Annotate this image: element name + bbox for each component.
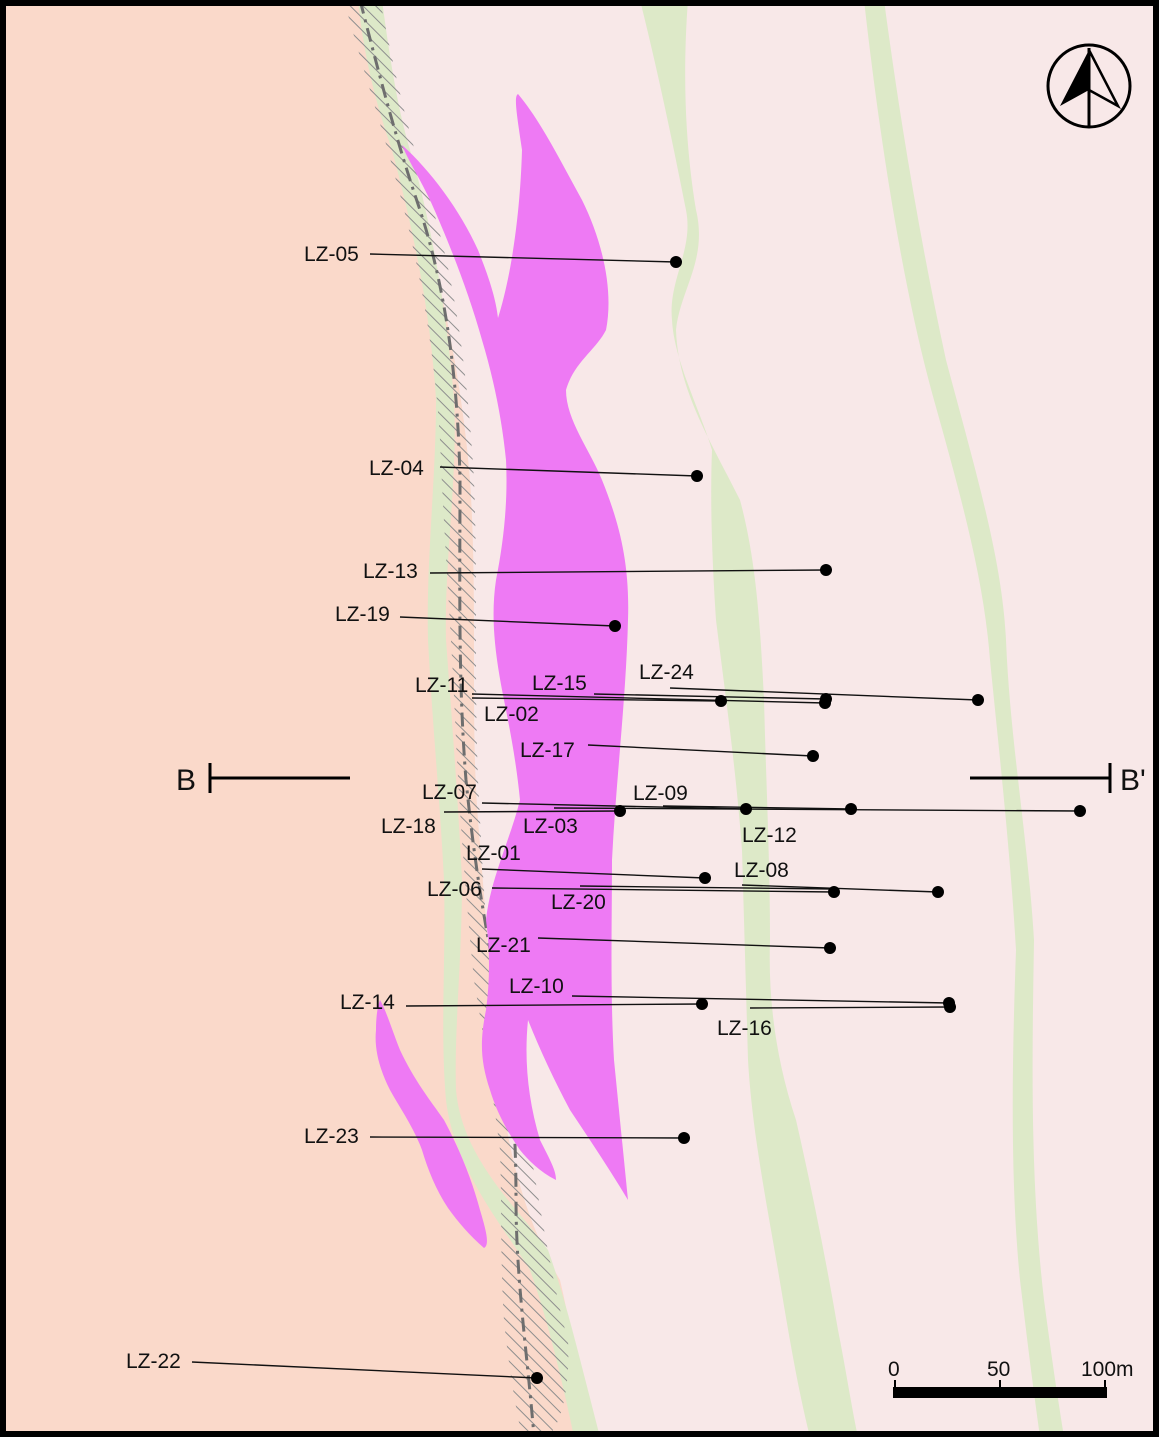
hole-label-lz-08: LZ-08 — [734, 859, 789, 882]
hole-label-lz-21: LZ-21 — [476, 934, 531, 957]
orebody-main — [402, 94, 629, 1200]
drill-hole-collars — [531, 256, 1086, 1384]
drill-collar-lz-21 — [824, 942, 836, 954]
drill-collar-lz-05 — [670, 256, 682, 268]
drill-collar-lz-07 — [740, 803, 752, 815]
north-arrow-icon — [1046, 43, 1132, 129]
hole-label-lz-16: LZ-16 — [717, 1017, 772, 1040]
drill-collar-lz-14 — [696, 998, 708, 1010]
hole-label-lz-01: LZ-01 — [466, 842, 521, 865]
drill-collar-lz-22 — [531, 1372, 543, 1384]
scale-tick-50: 50 — [987, 1358, 1010, 1381]
drill-collar-lz-18 — [614, 805, 626, 817]
scale-tick-0: 0 — [888, 1358, 900, 1381]
drill-collar-lz-17 — [807, 750, 819, 762]
hole-label-lz-15: LZ-15 — [532, 672, 587, 695]
fault-zone-hatch — [344, 0, 569, 1437]
drill-collar-lz-04 — [691, 470, 703, 482]
drill-collar-lz-23 — [678, 1132, 690, 1144]
hole-label-lz-06: LZ-06 — [427, 878, 482, 901]
drill-collar-lz-06 — [828, 886, 840, 898]
hole-label-lz-22: LZ-22 — [126, 1350, 181, 1373]
hole-label-lz-13: LZ-13 — [363, 560, 418, 583]
section-label-end: B' — [1120, 764, 1146, 797]
hole-label-lz-18: LZ-18 — [381, 815, 436, 838]
hole-label-lz-04: LZ-04 — [369, 457, 424, 480]
hole-label-lz-11: LZ-11 — [415, 674, 468, 697]
hole-label-lz-20: LZ-20 — [551, 891, 606, 914]
hole-label-lz-09: LZ-09 — [633, 782, 688, 805]
drill-collar-lz-11 — [715, 695, 727, 707]
hole-label-lz-12: LZ-12 — [742, 824, 797, 847]
green-band-east — [864, 0, 1064, 1437]
section-label-start: B — [176, 764, 196, 797]
drill-collar-lz-19 — [609, 620, 621, 632]
drill-collar-lz-01 — [699, 872, 711, 884]
drill-hole-labels: LZ-05 LZ-04 LZ-13 LZ-19 LZ-24 LZ-11 LZ-1… — [126, 243, 797, 1373]
drill-collar-lz-12 — [1074, 805, 1086, 817]
drill-collar-lz-08 — [932, 886, 944, 898]
section-line — [208, 763, 1112, 793]
hole-label-lz-23: LZ-23 — [304, 1125, 359, 1148]
hole-label-lz-02: LZ-02 — [484, 703, 539, 726]
hole-label-lz-17: LZ-17 — [520, 739, 575, 762]
drill-collar-lz-24 — [972, 694, 984, 706]
hole-label-lz-14: LZ-14 — [340, 991, 395, 1014]
drill-collar-lz-09 — [845, 803, 857, 815]
fault-trace — [358, 0, 536, 1437]
drill-collar-lz-16 — [944, 1001, 956, 1013]
orebody-southwest — [375, 1000, 487, 1248]
drill-collar-lz-02 — [819, 697, 831, 709]
scale-bar — [893, 1380, 1107, 1398]
drill-collar-lz-13 — [820, 564, 832, 576]
hole-label-lz-07: LZ-07 — [422, 781, 477, 804]
hole-label-lz-05: LZ-05 — [304, 243, 359, 266]
scale-tick-100m: 100m — [1081, 1358, 1134, 1381]
green-band-middle — [640, 0, 858, 1437]
hole-label-lz-10: LZ-10 — [509, 975, 564, 998]
hole-label-lz-19: LZ-19 — [335, 603, 390, 626]
hole-label-lz-03: LZ-03 — [523, 815, 578, 838]
hole-label-lz-24: LZ-24 — [639, 661, 694, 684]
